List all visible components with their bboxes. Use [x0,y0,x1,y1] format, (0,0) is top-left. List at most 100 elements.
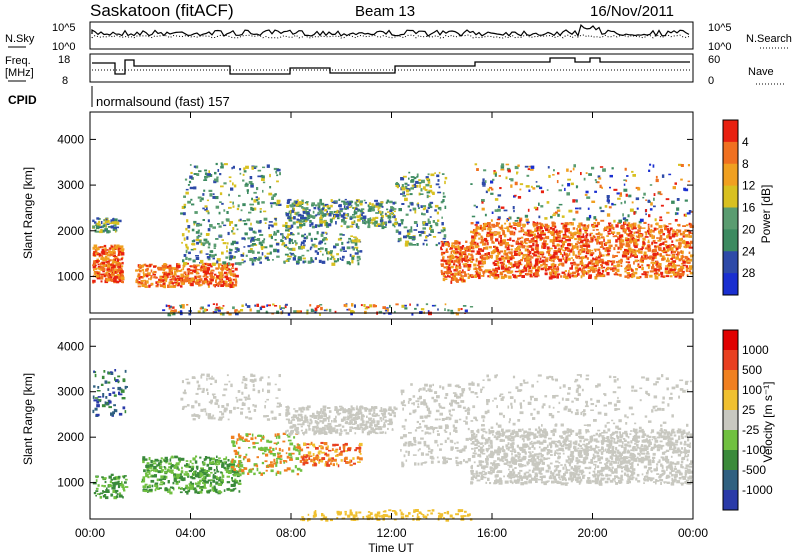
power-cell [395,229,399,233]
power-cell [676,207,680,211]
power-cell [649,163,652,166]
power-cell [464,309,468,313]
power-cell [515,263,519,266]
power-cell [106,264,111,268]
velocity-cell [218,491,223,494]
power-cell [312,210,315,214]
power-cell [367,204,370,207]
power-cell [197,229,200,232]
power-cell [201,263,205,267]
velocity-cell [240,469,245,473]
power-cell [509,257,513,261]
power-cell [501,163,505,167]
power-cell [577,253,582,255]
power-cell [646,229,651,233]
power-cell [628,224,633,227]
power-cell [203,189,206,192]
power-cell [228,312,232,316]
power-cell [96,230,100,233]
power-cell [344,198,347,201]
power-cell [535,241,538,245]
power-cell [682,225,686,227]
power-cell [672,260,677,263]
power-cell [177,311,180,314]
power-colorbar-segment [723,229,738,252]
velocity-cell [95,487,99,490]
power-cell [480,226,484,230]
power-cell [276,310,280,314]
power-cell [454,248,458,251]
power-cell [550,215,553,219]
power-cell [111,259,115,261]
power-cell [440,252,444,256]
velocity-cell [256,467,259,472]
power-cell [577,225,581,228]
power-colorbar-tick: 16 [742,201,756,215]
power-cell [93,252,96,256]
power-cell [207,304,210,307]
power-cell [510,270,514,273]
power-cell [321,220,325,224]
velocity-cell [191,462,194,465]
power-cell [206,267,211,271]
velocity-cell [192,487,197,491]
power-cell [221,202,224,205]
power-cell [266,252,270,255]
power-cell [104,228,108,231]
power-cell [587,225,590,229]
power-cell [599,206,602,210]
power-cell [564,253,568,256]
velocity-cell [342,443,347,447]
velocity-cell [214,490,218,493]
power-cell [223,224,227,227]
power-cell [640,248,643,251]
power-cell [447,262,452,266]
velocity-cell [199,470,203,473]
power-cell [601,261,604,264]
power-cell [395,182,398,185]
power-cell [539,186,543,190]
power-cell [272,303,275,306]
power-cell [630,230,633,234]
velocity-cell [150,459,153,464]
power-cell [429,224,433,229]
velocity-cell [179,473,182,476]
power-cell [314,204,318,207]
power-cell [235,262,239,265]
power-cell [671,200,675,204]
power-cell [443,256,445,259]
power-cell [202,193,205,196]
power-cell [512,256,515,260]
power-cell [474,242,476,246]
velocity-cell [155,469,158,473]
power-cell [337,258,339,262]
power-cell [551,268,554,271]
power-cell [314,257,317,260]
power-cell [458,252,462,256]
velocity-cell [238,435,242,438]
power-cell [379,219,384,223]
power-cell [204,177,207,180]
power-cell [121,250,124,253]
power-cell [431,304,436,307]
power-cell [164,265,168,268]
power-cell [303,207,307,211]
power-cell [100,226,104,229]
power-cell [354,304,356,308]
power-cell [504,245,507,249]
power-cell [422,186,426,190]
power-cell [370,221,374,224]
power-cell [231,263,235,266]
power-cell [643,221,647,224]
power-cell [191,203,195,206]
power-cell [576,241,580,243]
power-cell [323,237,326,241]
power-cell [101,249,105,252]
power-cell [617,197,621,200]
power-cell [152,274,156,276]
power-cell [420,308,425,311]
power-cell [297,256,302,260]
power-cell [636,249,641,253]
power-cell [502,270,505,273]
power-cell [398,223,402,227]
